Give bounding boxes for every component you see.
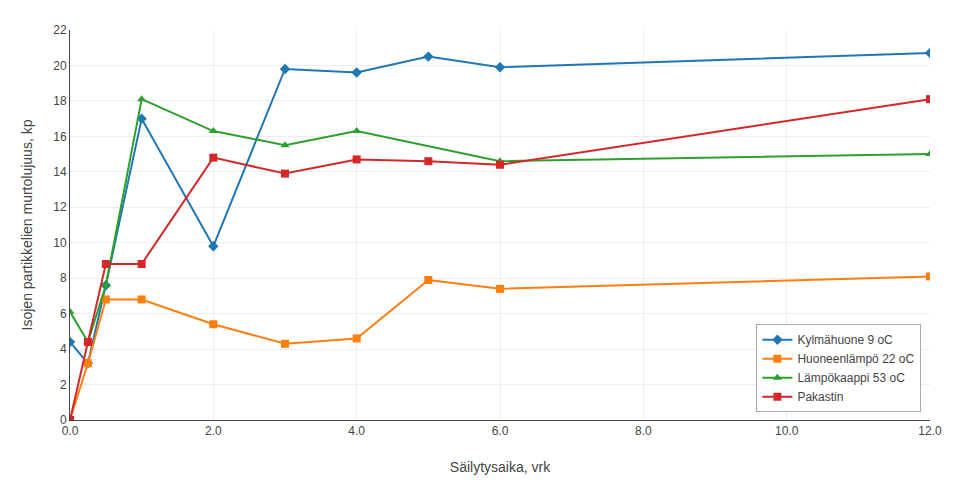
svg-text:22: 22 — [53, 23, 67, 37]
svg-text:Huoneenlämpö 22 oC: Huoneenlämpö 22 oC — [797, 352, 914, 366]
svg-text:16: 16 — [53, 130, 67, 144]
svg-text:10: 10 — [53, 236, 67, 250]
svg-text:10.0: 10.0 — [775, 424, 799, 438]
svg-text:Kylmähuone 9 oC: Kylmähuone 9 oC — [797, 333, 893, 347]
svg-text:4: 4 — [60, 342, 67, 356]
svg-text:8: 8 — [60, 271, 67, 285]
svg-text:0.0: 0.0 — [62, 424, 79, 438]
svg-text:8.0: 8.0 — [635, 424, 652, 438]
svg-text:12: 12 — [53, 200, 67, 214]
svg-text:Lämpökaappi 53 oC: Lämpökaappi 53 oC — [797, 371, 905, 385]
svg-text:2.0: 2.0 — [205, 424, 222, 438]
svg-text:4.0: 4.0 — [348, 424, 365, 438]
svg-text:Isojen partikkelien murtolujuu: Isojen partikkelien murtolujuus, kp — [19, 119, 35, 330]
svg-text:6: 6 — [60, 307, 67, 321]
svg-text:14: 14 — [53, 165, 67, 179]
svg-text:Pakastin: Pakastin — [797, 390, 843, 404]
svg-text:18: 18 — [53, 94, 67, 108]
svg-text:20: 20 — [53, 59, 67, 73]
svg-text:12.0: 12.0 — [918, 424, 942, 438]
svg-text:Säilytysaika, vrk: Säilytysaika, vrk — [450, 459, 551, 475]
svg-text:0: 0 — [60, 413, 67, 427]
svg-text:6.0: 6.0 — [492, 424, 509, 438]
svg-text:2: 2 — [60, 378, 67, 392]
